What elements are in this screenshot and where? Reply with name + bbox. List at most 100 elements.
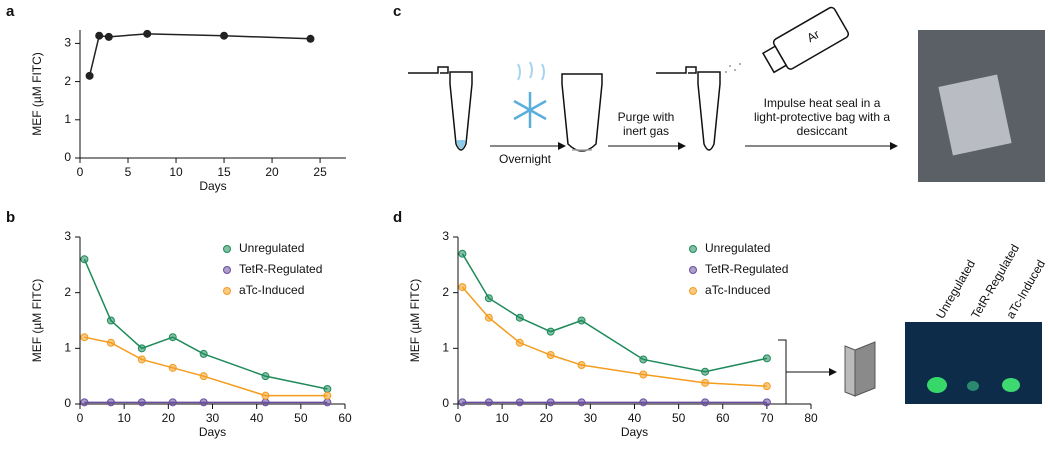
x-tick-label: 20 [162, 411, 176, 425]
legend-label: TetR-Regulated [705, 262, 788, 276]
point [261, 391, 270, 400]
snowflake [513, 61, 547, 128]
x-tick-label: 40 [628, 411, 642, 425]
point [85, 71, 94, 80]
point [199, 372, 208, 381]
tube [561, 73, 603, 152]
panel-label: b [6, 209, 15, 226]
legend-marker [223, 245, 231, 253]
point [484, 398, 493, 407]
series-line [88, 33, 311, 77]
x-tick-label: 5 [125, 165, 132, 179]
point [515, 338, 524, 347]
x-tick-label: 10 [117, 411, 131, 425]
point [95, 31, 104, 40]
y-tick-label: 0 [64, 396, 71, 410]
point [168, 363, 177, 372]
step-label: Purge with inert gas [617, 110, 675, 138]
x-tick-label: 0 [455, 411, 462, 425]
x-tick-label: 10 [495, 411, 509, 425]
x-tick-label: 40 [250, 411, 264, 425]
x-tick-label: 30 [206, 411, 220, 425]
legend-label: Unregulated [239, 241, 304, 255]
x-axis-label: Days [621, 425, 648, 439]
y-tick-label: 2 [64, 285, 71, 299]
step-label: Overnight [498, 152, 552, 166]
point [484, 313, 493, 322]
x-axis-label: Days [199, 179, 226, 193]
point [168, 398, 177, 407]
point [546, 398, 555, 407]
point [323, 391, 332, 400]
y-tick-label: 2 [442, 285, 449, 299]
panel-label: a [6, 3, 15, 20]
y-tick-label: 0 [442, 396, 449, 410]
point [639, 398, 648, 407]
x-tick-label: 15 [217, 165, 231, 179]
point [106, 338, 115, 347]
point [458, 283, 467, 292]
x-tick-label: 30 [584, 411, 598, 425]
point [261, 372, 270, 381]
point [546, 327, 555, 336]
point [137, 398, 146, 407]
spray [725, 63, 741, 73]
x-tick-label: 0 [77, 165, 84, 179]
point [639, 370, 648, 379]
tube [408, 66, 473, 151]
x-tick-label: 0 [77, 411, 84, 425]
point [762, 354, 771, 363]
point [220, 31, 229, 40]
x-tick-label: 20 [265, 165, 279, 179]
point [104, 32, 113, 41]
legend-label: Unregulated [705, 241, 770, 255]
point [323, 398, 332, 407]
photo-bag [938, 74, 1012, 156]
point [458, 398, 467, 407]
y-axis-label: MEF (µM FITC) [30, 279, 44, 363]
point [137, 344, 146, 353]
x-tick-label: 10 [169, 165, 183, 179]
point [306, 34, 315, 43]
legend-label: TetR-Regulated [239, 262, 322, 276]
panel-label: c [393, 3, 401, 20]
point [484, 294, 493, 303]
legend-marker [223, 287, 231, 295]
device [844, 341, 876, 397]
y-tick-label: 2 [64, 74, 71, 88]
point [261, 398, 270, 407]
point [639, 355, 648, 364]
point [458, 249, 467, 258]
x-tick-label: 60 [338, 411, 352, 425]
gas-can: Ar [761, 6, 850, 74]
series-line [461, 286, 767, 387]
point [168, 333, 177, 342]
bracket [778, 339, 787, 405]
point [546, 351, 555, 360]
point [199, 349, 208, 358]
legend-marker [223, 266, 231, 274]
point [701, 398, 710, 407]
x-tick-label: 50 [672, 411, 686, 425]
y-tick-label: 3 [442, 229, 449, 243]
legend-label: aTc-Induced [239, 283, 304, 297]
point [762, 398, 771, 407]
x-tick-label: 25 [313, 165, 327, 179]
series-line [83, 258, 328, 390]
point [80, 255, 89, 264]
y-tick-label: 3 [64, 229, 71, 243]
y-tick-label: 1 [64, 112, 71, 126]
step-label: Impulse heat seal in a light-protective … [753, 96, 891, 138]
series-line [84, 336, 328, 397]
x-tick-label: 50 [294, 411, 308, 425]
point [199, 398, 208, 407]
legend-label: aTc-Induced [705, 283, 770, 297]
legend-marker [689, 266, 697, 274]
y-axis-label: MEF (µM FITC) [408, 279, 422, 363]
y-tick-label: 1 [64, 341, 71, 355]
point [143, 29, 152, 38]
y-tick-label: 3 [64, 36, 71, 50]
point [762, 382, 771, 391]
point [137, 355, 146, 364]
